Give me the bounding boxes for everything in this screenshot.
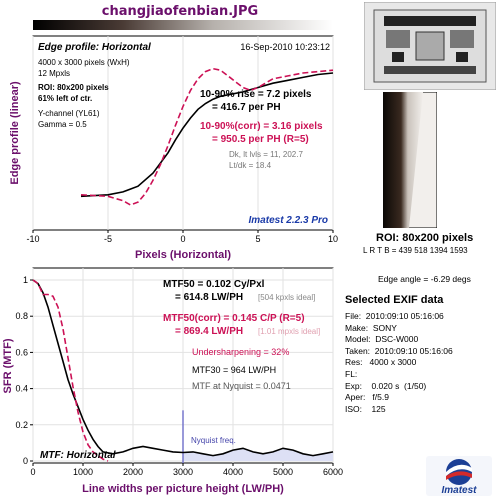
exif-row: Res: 4000 x 3000: [345, 357, 417, 368]
mtf-y-tick-label: 0.8: [15, 311, 28, 321]
exif-row: Taken: 2010:09:10 05:16:06: [345, 345, 453, 356]
edge-angle: Edge angle = -6.29 degs: [378, 274, 471, 284]
edge-rise-corr-1: = 950.5 per PH (R=5): [212, 134, 309, 145]
edge-dk-0: Dk, lt lvls = 11, 202.7: [229, 150, 303, 159]
edge-heading: Edge profile: Horizontal: [38, 42, 151, 53]
mtf-measured-line: [32, 279, 334, 457]
mtf-x-tick-label: 6000: [323, 467, 343, 477]
roi-label: ROI: 80x200 pixels: [376, 232, 474, 244]
mtf50-0: MTF50 = 0.102 Cy/Pxl: [163, 279, 265, 290]
mtf-nyquist-value: MTF at Nyquist = 0.0471: [192, 381, 291, 391]
roi-coords: L R T B = 439 518 1394 1593: [363, 246, 468, 255]
imatest-brand: Imatest 2.2.3 Pro: [249, 215, 328, 226]
mtf-x-tick-label: 2000: [123, 467, 143, 477]
mtf-x-label: Line widths per picture height (LW/PH): [82, 483, 284, 495]
edge-x-ticks: -10 -5 0 5 10: [26, 230, 338, 244]
edge-x-tick-label: -5: [104, 234, 112, 244]
mtf-x-tick-label: 5000: [273, 467, 293, 477]
edge-measured-line: [80, 72, 334, 198]
mtf-x-tick-label: 3000: [173, 467, 193, 477]
edge-gradient-strip: [33, 20, 333, 30]
nyquist-label: Nyquist freq.: [191, 436, 236, 445]
mtf-x-tick-label: 0: [30, 467, 35, 477]
edge-x-label: Pixels (Horizontal): [135, 249, 231, 261]
edge-roi-1: 61% left of ctr.: [38, 94, 92, 103]
mtf-series: [32, 279, 334, 463]
exif-row: Aper: f/5.9: [345, 392, 389, 403]
edge-info-1: 12 Mpxls: [38, 69, 70, 78]
exif-list: File: 2010:09:10 05:16:06 Make: SONY Mod…: [345, 311, 453, 415]
edge-x-tick-label: 10: [328, 234, 338, 244]
edge-x-tick-label: 0: [180, 234, 185, 244]
imatest-logo: Imatest: [426, 456, 492, 496]
edge-info-0: 4000 x 3000 pixels (WxH): [38, 58, 130, 67]
edge-corrected-line: [80, 67, 334, 206]
mtf-y-tick-label: 0: [23, 456, 28, 466]
mtf-x-tick-label: 1000: [73, 467, 93, 477]
mtf-x-tick-label: 4000: [223, 467, 243, 477]
mtf-ticks: 0 1000 2000 3000 4000 5000 6000 0 0.2 0.4 0.6 0.8 1: [15, 275, 343, 477]
mtf50-1: = 614.8 LW/PH: [175, 292, 243, 303]
mtf-corrected-line: [32, 279, 109, 462]
undersharpening: Undersharpening = 32%: [192, 347, 289, 357]
edge-rise-corr-0: 10-90%(corr) = 3.16 pixels: [200, 121, 323, 132]
exif-row: ISO: 125: [345, 403, 386, 414]
mtf-heading: MTF: Horizontal: [40, 450, 116, 461]
mtf50-corr-1: = 869.4 LW/PH: [175, 326, 243, 337]
roi-crop-image: [383, 92, 437, 228]
edge-channel-1: Gamma = 0.5: [38, 120, 87, 129]
mtf-y-tick-label: 0.4: [15, 384, 28, 394]
exif-row: Exp: 0.020 s (1/50): [345, 380, 427, 391]
test-chart-thumbnail: [364, 2, 496, 90]
edge-roi-0: ROI: 80x200 pixels: [38, 83, 109, 92]
edge-series: [80, 67, 334, 206]
mtf-y-tick-label: 0.2: [15, 420, 28, 430]
edge-x-tick-label: 5: [255, 234, 260, 244]
mtf50-corr-ideal: [1.01 mpxls ideal]: [258, 327, 320, 336]
exif-row: Model: DSC-W000: [345, 334, 419, 345]
edge-x-tick-label: -10: [26, 234, 39, 244]
logo-text: Imatest: [441, 485, 477, 496]
edge-date: 16-Sep-2010 10:23:12: [240, 42, 330, 52]
image-file-title: changjiaofenbian.JPG: [101, 4, 259, 19]
edge-rise-1: = 416.7 per PH: [212, 102, 281, 113]
edge-rise-0: 10-90% rise = 7.2 pixels: [200, 89, 312, 100]
mtf-y-tick-label: 0.6: [15, 347, 28, 357]
exif-row: FL:: [345, 368, 358, 379]
edge-y-label: Edge profile (linear): [9, 81, 21, 185]
mtf50-ideal: [504 kpxls ideal]: [258, 293, 315, 302]
exif-row: File: 2010:09:10 05:16:06: [345, 311, 444, 321]
exif-title: Selected EXIF data: [345, 294, 444, 306]
edge-channel-0: Y-channel (YL61): [38, 109, 100, 118]
mtf50-corr-0: MTF50(corr) = 0.145 C/P (R=5): [163, 313, 305, 324]
edge-grid: [32, 36, 334, 230]
mtf30: MTF30 = 964 LW/PH: [192, 365, 276, 375]
exif-row: Make: SONY: [345, 322, 397, 333]
mtf-y-tick-label: 1: [23, 275, 28, 285]
mtf-y-label: SFR (MTF): [2, 338, 14, 393]
edge-dk-1: Lt/dk = 18.4: [229, 161, 272, 170]
